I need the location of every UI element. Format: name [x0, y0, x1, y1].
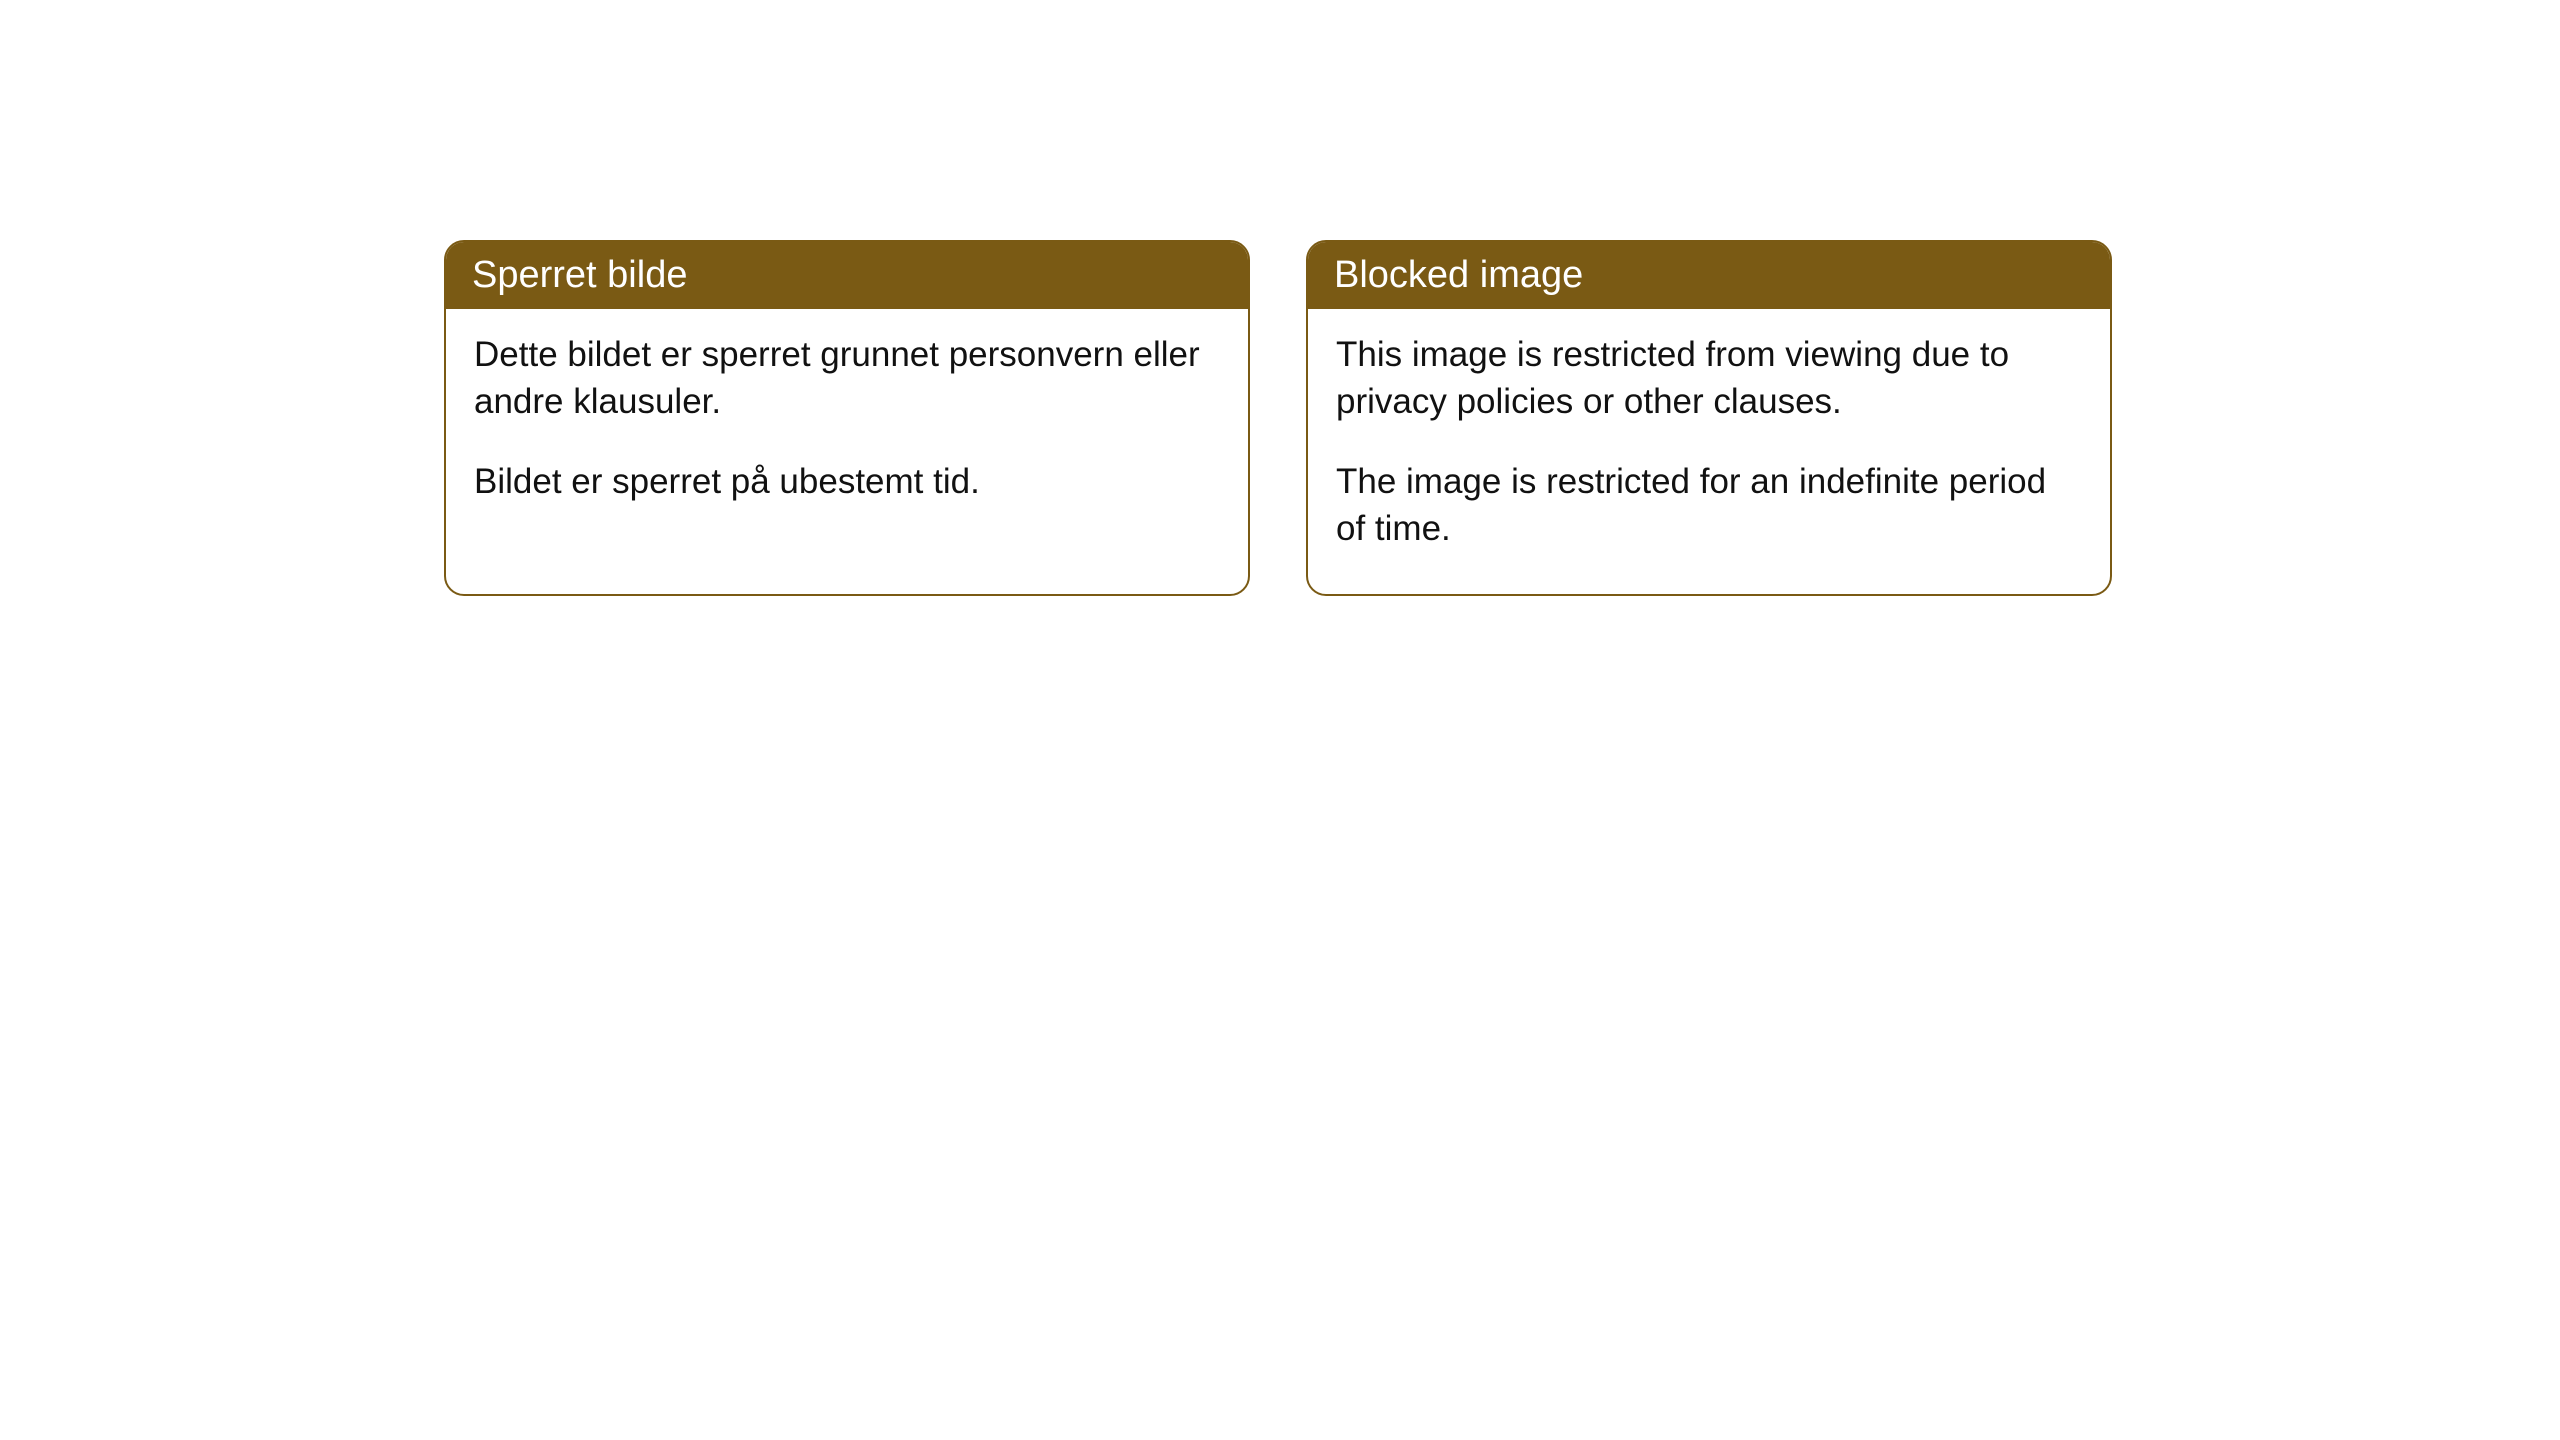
- card-header-english: Blocked image: [1308, 242, 2110, 309]
- card-text-2-english: The image is restricted for an indefinit…: [1336, 458, 2082, 553]
- notice-card-norwegian: Sperret bilde Dette bildet er sperret gr…: [444, 240, 1250, 596]
- card-header-norwegian: Sperret bilde: [446, 242, 1248, 309]
- card-title-english: Blocked image: [1334, 254, 1583, 296]
- notice-card-english: Blocked image This image is restricted f…: [1306, 240, 2112, 596]
- notice-cards-container: Sperret bilde Dette bildet er sperret gr…: [444, 240, 2560, 596]
- card-text-1-english: This image is restricted from viewing du…: [1336, 331, 2082, 426]
- card-text-1-norwegian: Dette bildet er sperret grunnet personve…: [474, 331, 1220, 426]
- card-title-norwegian: Sperret bilde: [472, 254, 687, 296]
- card-text-2-norwegian: Bildet er sperret på ubestemt tid.: [474, 458, 1220, 505]
- card-body-english: This image is restricted from viewing du…: [1308, 309, 2110, 594]
- card-body-norwegian: Dette bildet er sperret grunnet personve…: [446, 309, 1248, 547]
